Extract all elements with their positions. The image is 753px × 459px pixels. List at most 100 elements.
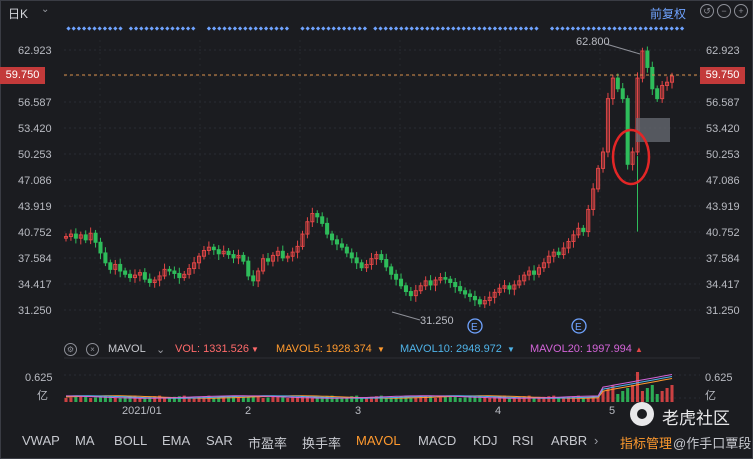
high-annotation: 62.800 [576, 36, 610, 48]
volume-bar [626, 388, 630, 402]
candle-body [369, 258, 374, 265]
volume-bar [502, 395, 507, 402]
event-dot [81, 26, 87, 31]
candle-body [221, 250, 226, 255]
event-dot [513, 26, 518, 31]
chevron-right-icon[interactable]: › [594, 433, 599, 448]
volume-bar [645, 388, 649, 402]
candle-body [275, 250, 280, 256]
plus-circle-icon[interactable]: + [734, 4, 748, 18]
candlestick-series [63, 46, 675, 309]
event-dot [310, 26, 316, 31]
tab-rsi[interactable]: RSI [512, 433, 534, 448]
volume-bar [355, 395, 359, 402]
candle-body [438, 277, 443, 281]
volume-bar [256, 395, 260, 402]
volume-bar [660, 391, 664, 402]
candle-body [339, 243, 344, 248]
close-icon[interactable]: × [86, 343, 99, 356]
volume-series [64, 372, 674, 402]
time-label: 2021/01 [122, 405, 162, 417]
event-marker[interactable]: E [467, 318, 483, 334]
event-dot [430, 26, 435, 31]
price-tick-label: 40.752 [706, 227, 740, 239]
tab-ema[interactable]: EMA [162, 433, 191, 448]
tab-ma[interactable]: MA [75, 433, 95, 448]
candle-body [201, 249, 206, 257]
event-dot [565, 26, 570, 31]
event-dot [445, 26, 451, 31]
tab-sar[interactable]: SAR [206, 433, 233, 448]
tab-pe[interactable]: 市盈率 [248, 436, 288, 451]
volume-bar [453, 395, 457, 402]
candle-body [123, 270, 128, 275]
candle-body [600, 151, 606, 169]
chevron-down-icon[interactable]: ⌄ [156, 344, 166, 356]
candle-body [118, 263, 123, 272]
event-dot [154, 26, 160, 31]
volume-bar [148, 396, 152, 402]
candle-body [354, 257, 359, 264]
tab-boll[interactable]: BOLL [114, 433, 148, 448]
volume-bar [591, 396, 595, 402]
candle-body [453, 282, 458, 288]
volume-bar [98, 396, 103, 402]
event-dot [451, 26, 456, 31]
current-price-tag-right: 59.750 [700, 67, 745, 84]
candle-body [423, 280, 428, 287]
event-marker[interactable]: E [571, 318, 587, 334]
volume-bar [522, 396, 526, 402]
tab-mavol[interactable]: MAVOL [356, 433, 401, 448]
event-dot [393, 26, 399, 31]
candle-body [226, 250, 231, 256]
period-selector[interactable]: 日K [8, 7, 29, 21]
minus-circle-icon[interactable]: − [717, 4, 731, 18]
candle-body [128, 273, 133, 279]
tab-turnover[interactable]: 换手率 [302, 436, 342, 451]
volume-bar [251, 396, 255, 402]
event-dot [607, 26, 612, 31]
volume-bar [409, 398, 413, 402]
volume-bar [340, 397, 344, 402]
tab-vwap[interactable]: VWAP [22, 433, 60, 448]
candle-body [620, 88, 625, 100]
volume-bar [360, 398, 364, 402]
mavol5-trend-icon: ▼ [377, 345, 385, 354]
volume-bar [138, 398, 142, 402]
tab-kdj[interactable]: KDJ [473, 433, 498, 448]
event-dot [388, 26, 394, 31]
refresh-icon[interactable]: ↺ [700, 4, 714, 18]
candle-body [290, 251, 295, 257]
candle-body [458, 286, 463, 292]
candle-body [325, 222, 330, 235]
chevron-down-icon[interactable]: ⌄ [41, 4, 50, 15]
volume-bar [177, 396, 181, 402]
adjust-mode-button[interactable]: 前复权 [650, 7, 687, 21]
candle-body [487, 296, 492, 302]
tab-arbr[interactable]: ARBR [551, 433, 588, 448]
event-dot [331, 26, 336, 31]
settings-icon[interactable]: ⚙ [64, 343, 77, 356]
candle-body [152, 279, 157, 284]
candle-body [364, 263, 369, 269]
candle-body [305, 221, 310, 235]
event-dot [643, 26, 648, 31]
candle-body [640, 50, 645, 79]
highlight-circle [611, 128, 651, 186]
volume-bar [163, 398, 167, 402]
volume-bar [79, 396, 83, 402]
volume-bar [493, 396, 497, 402]
event-dot [305, 26, 310, 31]
candle-body [630, 151, 635, 165]
event-dot [492, 26, 498, 31]
candle-body [566, 240, 571, 249]
indicator-management-button[interactable]: 指标管理 [620, 436, 673, 451]
event-dot [144, 26, 149, 31]
volume-bar [394, 396, 398, 402]
candle-body [541, 262, 546, 269]
time-label: 4 [495, 405, 501, 417]
left-price-axis: 62.923 56.587 53.420 50.253 47.086 43.919 40.7… [18, 45, 52, 317]
tab-macd[interactable]: MACD [418, 433, 457, 448]
event-dot [373, 26, 378, 31]
candle-body [241, 254, 246, 262]
